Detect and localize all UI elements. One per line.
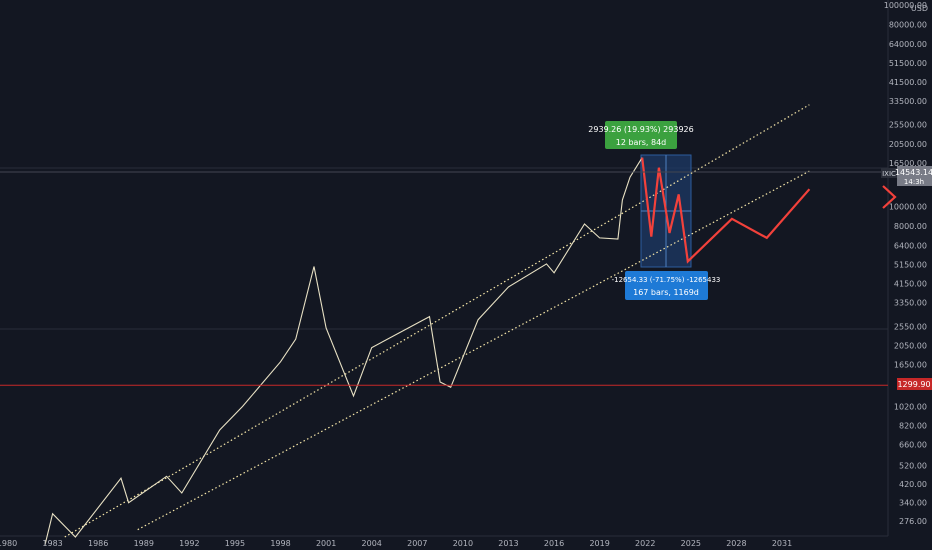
symbol-badge[interactable] <box>881 168 897 178</box>
lower-channel-line[interactable] <box>137 170 810 531</box>
price-tick-label: 2050.00 <box>894 341 927 350</box>
time-tick-label: 2025 <box>681 539 701 548</box>
currency-label: USD <box>911 4 928 13</box>
time-tick-label: 2016 <box>544 539 564 548</box>
time-tick-label: 1986 <box>88 539 108 548</box>
time-tick-label: 1980 <box>0 539 17 548</box>
price-tick-label: 1650.00 <box>894 360 927 369</box>
price-tick-label: 51500.00 <box>889 59 927 68</box>
time-tick-label: 2028 <box>726 539 746 548</box>
time-tick-label: 2019 <box>589 539 609 548</box>
price-tick-label: 20500.00 <box>889 140 927 149</box>
price-tick-label: 80000.00 <box>889 21 927 30</box>
price-tick-label: 1020.00 <box>894 403 927 412</box>
time-axis-labels: 1980 1983 1986 1989 1992 1995 1998 2001 2004 2007… <box>0 539 792 548</box>
measure-down-line2: 167 bars, 1169d <box>633 288 699 297</box>
time-tick-label: 1992 <box>179 539 199 548</box>
price-tick-label: 276.00 <box>899 517 927 526</box>
price-tick-label: 16500.00 <box>889 159 927 168</box>
price-tick-label: 33500.00 <box>889 97 927 106</box>
price-series-line[interactable] <box>44 157 643 546</box>
time-tick-label: 2001 <box>316 539 336 548</box>
symbol-label: IXIC <box>882 170 896 178</box>
price-axis-labels: 100000.00 80000.00 64000.00 51500.00 41500.0… <box>884 1 927 526</box>
time-tick-label: 1998 <box>270 539 290 548</box>
price-tick-label: 420.00 <box>899 480 927 489</box>
time-tick-label: 1989 <box>134 539 154 548</box>
time-tick-label: 2031 <box>772 539 792 548</box>
time-tick-label: 2010 <box>453 539 473 548</box>
price-tick-label: 10000.00 <box>889 203 927 212</box>
price-tick-label: 6400.00 <box>894 242 927 251</box>
measure-up-line2: 12 bars, 84d <box>616 138 667 147</box>
price-tick-label: 340.00 <box>899 499 927 508</box>
price-tick-label: 2550.00 <box>894 322 927 331</box>
price-tick-label: 5150.00 <box>894 261 927 270</box>
measure-down-line1: -12654.33 (-71.75%) -1265433 <box>612 276 721 284</box>
price-tick-label: 100000.00 <box>884 1 927 10</box>
price-tick-label: 4150.00 <box>894 280 927 289</box>
price-tick-label: 8000.00 <box>894 222 927 231</box>
price-tick-label: 520.00 <box>899 462 927 471</box>
time-tick-label: 2022 <box>635 539 655 548</box>
price-tick-label: 3350.00 <box>894 298 927 307</box>
time-tick-label: 1983 <box>42 539 62 548</box>
support-price-badge[interactable] <box>897 378 932 390</box>
countdown-label: 14:3h <box>904 178 924 186</box>
projection-arrowhead-icon <box>882 185 897 209</box>
projection-line[interactable] <box>641 157 811 264</box>
measure-up-line1: 2939.26 (19.93%) 293926 <box>588 125 693 134</box>
time-tick-label: 1995 <box>225 539 245 548</box>
price-tick-label: 25500.00 <box>889 121 927 130</box>
price-tick-label: 820.00 <box>899 422 927 431</box>
support-price-label: 1299.90 <box>897 380 930 389</box>
measure-down-label-box[interactable] <box>625 271 708 300</box>
time-tick-label: 2004 <box>362 539 382 548</box>
price-tick-label: 660.00 <box>899 441 927 450</box>
last-price-badge[interactable] <box>897 166 932 186</box>
last-price-label: 14543.14 <box>895 168 932 177</box>
upper-channel-line[interactable] <box>64 104 810 538</box>
price-tick-label: 64000.00 <box>889 40 927 49</box>
price-tick-label: 41500.00 <box>889 78 927 87</box>
price-axis[interactable] <box>888 0 932 536</box>
time-tick-label: 2007 <box>407 539 427 548</box>
time-tick-label: 2013 <box>498 539 518 548</box>
measure-up-label-box[interactable] <box>605 121 677 149</box>
